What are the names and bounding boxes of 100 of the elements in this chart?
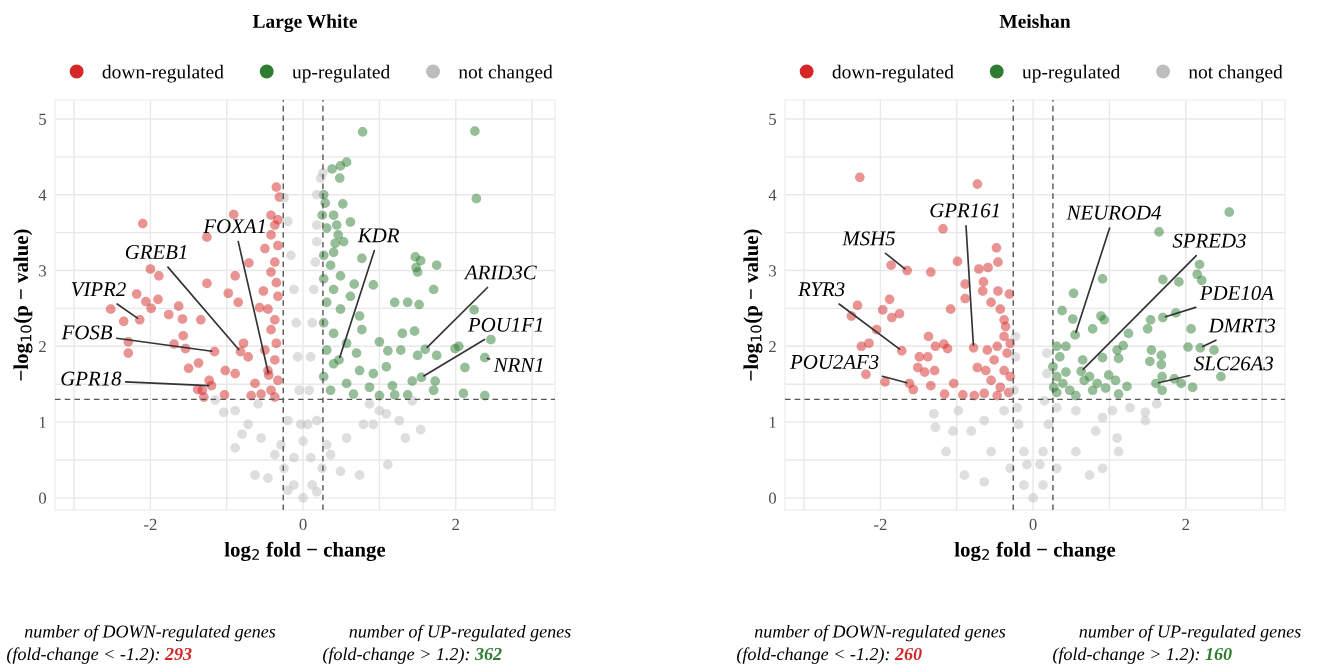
point	[256, 433, 266, 443]
annotation: NRN1	[493, 358, 543, 372]
point	[305, 452, 316, 463]
point	[1038, 446, 1048, 457]
point	[1071, 405, 1081, 416]
point	[1071, 446, 1081, 457]
point	[1112, 433, 1122, 443]
point	[276, 440, 286, 450]
point	[979, 415, 990, 426]
point	[1125, 402, 1135, 413]
point	[279, 463, 289, 474]
y-tick-label: 5	[39, 113, 47, 125]
annotation: SPRED3	[1172, 233, 1246, 248]
annotation: FOXA1	[203, 219, 265, 234]
legend-label: down-regulated	[102, 64, 224, 83]
point	[283, 485, 293, 496]
point	[1010, 352, 1021, 362]
point	[381, 408, 392, 419]
point	[1013, 419, 1024, 430]
point	[986, 446, 996, 457]
point	[415, 424, 426, 435]
point	[210, 395, 221, 405]
point	[312, 220, 322, 230]
point	[250, 470, 260, 480]
point	[305, 352, 316, 362]
x-tick-label: 0	[299, 518, 307, 531]
point	[294, 385, 305, 396]
annotation: KDR	[357, 228, 400, 243]
point	[383, 459, 393, 470]
x-axis-title: log$_{2}$ fold − change	[954, 541, 1116, 562]
point	[312, 189, 322, 200]
annotation: GPR161	[930, 203, 999, 218]
y-tick-label: 2	[769, 341, 776, 353]
point	[312, 236, 322, 247]
x-tick-label: 2	[1182, 518, 1190, 530]
point	[400, 433, 411, 443]
x-tick-label: 0	[1029, 518, 1037, 531]
point	[237, 429, 247, 440]
legend-label: not changed	[1188, 64, 1283, 83]
point	[1012, 402, 1022, 413]
point	[930, 422, 941, 433]
point	[298, 493, 308, 503]
point	[1042, 348, 1052, 358]
point	[1035, 459, 1045, 470]
legend-label: up-regulated	[292, 64, 391, 83]
y-tick-label: 2	[39, 341, 46, 353]
y-axis-title: −log$_{10}$(p − value)	[13, 229, 33, 381]
y-tick-label: 4	[768, 189, 777, 201]
annotation: SLC26A3	[1194, 356, 1274, 371]
point	[364, 399, 375, 409]
point	[1140, 415, 1151, 426]
point	[298, 436, 308, 446]
point	[358, 419, 369, 430]
annotation: ARID3C	[463, 265, 537, 280]
chart-title: Large White	[252, 14, 357, 33]
point	[1042, 368, 1052, 379]
point	[1038, 480, 1048, 490]
point	[283, 415, 293, 426]
x-axis-title: log$_{2}$ fold − change	[224, 541, 386, 562]
point	[283, 216, 293, 227]
y-tick-label: 1	[769, 416, 776, 428]
point	[312, 487, 322, 497]
point	[368, 419, 379, 430]
y-tick-label: 3	[39, 265, 47, 277]
point	[1097, 463, 1108, 474]
y-tick-label: 3	[769, 265, 777, 277]
point	[966, 426, 977, 436]
legend-label: down-regulated	[832, 64, 954, 83]
annotation: RYR3	[797, 282, 845, 297]
chart-title: Meishan	[999, 14, 1071, 28]
point	[1107, 405, 1118, 416]
point	[289, 452, 299, 463]
point	[1084, 470, 1095, 480]
annotation: GPR18	[61, 371, 122, 386]
legend-label: up-regulated	[1022, 64, 1121, 83]
point	[289, 284, 299, 295]
point	[270, 449, 280, 460]
point	[243, 419, 253, 430]
point	[263, 473, 273, 483]
point	[929, 408, 939, 419]
point	[307, 318, 318, 328]
point	[1039, 396, 1050, 406]
point	[1009, 385, 1019, 396]
point	[312, 415, 322, 426]
y-tick-label: 5	[769, 113, 777, 125]
point	[291, 318, 302, 328]
annotation: NEUROD4	[1066, 205, 1161, 220]
point	[407, 396, 418, 406]
point	[979, 477, 990, 487]
y-axis-title: −log$_{10}$(p − value)	[743, 229, 763, 381]
y-tick-label: 0	[768, 492, 777, 504]
legend-label: not changed	[458, 64, 553, 83]
annotation: GREB1	[125, 245, 187, 260]
annotation: PDE10A	[1199, 285, 1275, 300]
point	[999, 405, 1009, 416]
point	[1028, 493, 1038, 503]
annotation: MSH5	[842, 231, 895, 246]
point	[1043, 419, 1054, 430]
text: number of DOWN-regulated genes (fold-change < -1.2): 293	[7, 624, 276, 664]
point	[307, 480, 318, 490]
